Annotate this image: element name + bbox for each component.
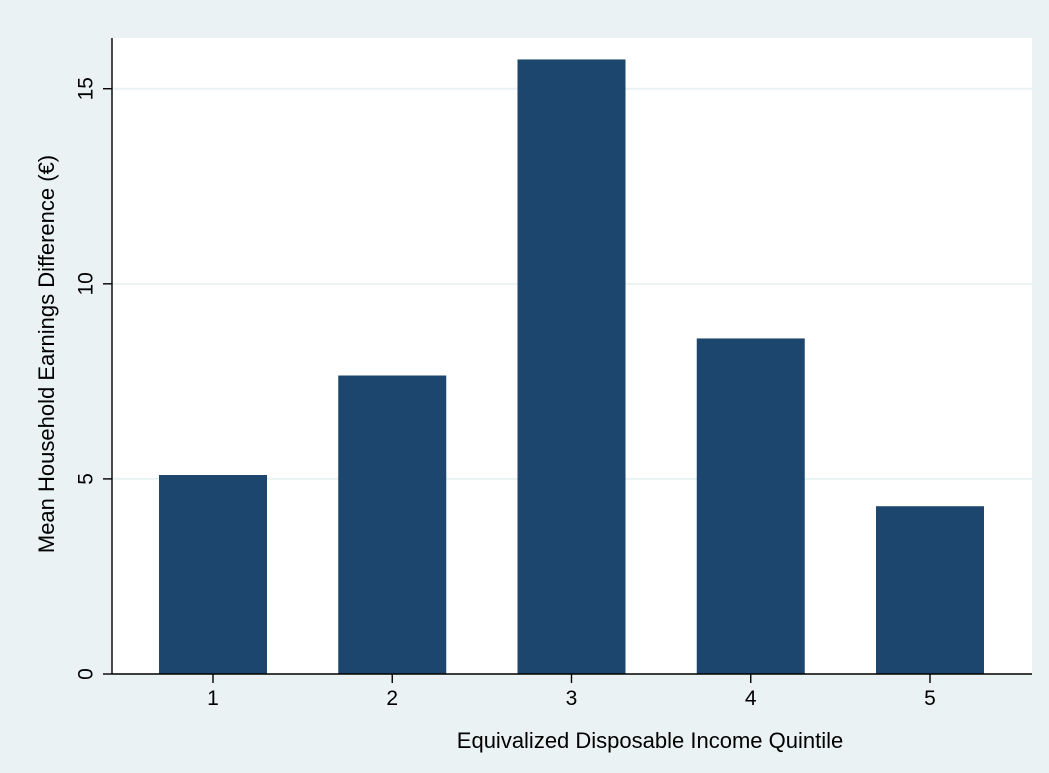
y-tick-label-10: 10 <box>75 272 98 295</box>
x-tick-label-5: 5 <box>924 687 936 710</box>
x-tick-label-2: 2 <box>386 687 398 710</box>
bar-5 <box>876 506 984 674</box>
bar-1 <box>159 475 267 674</box>
x-tick-label-4: 4 <box>745 687 757 710</box>
y-ticks: 0 5 10 15 <box>75 77 112 680</box>
x-tick-label-3: 3 <box>566 687 578 710</box>
y-axis-title: Mean Household Earnings Difference (€) <box>34 155 59 553</box>
bar-2 <box>338 375 447 674</box>
y-tick-label-0: 0 <box>75 668 98 680</box>
y-tick-label-5: 5 <box>75 473 98 485</box>
x-ticks: 1 2 3 4 5 <box>207 674 936 710</box>
x-tick-label-1: 1 <box>207 687 219 710</box>
y-tick-label-15: 15 <box>75 77 98 100</box>
bar-3 <box>517 59 626 674</box>
x-axis-title: Equivalized Disposable Income Quintile <box>457 728 843 753</box>
bar-4 <box>696 338 805 674</box>
bars <box>159 59 984 674</box>
